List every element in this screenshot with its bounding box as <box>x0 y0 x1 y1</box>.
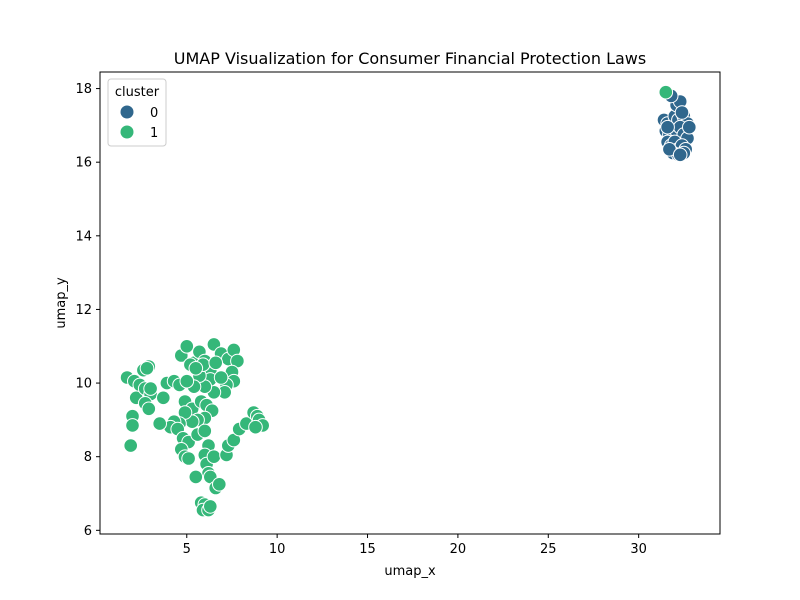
scatter-point-cluster-1 <box>203 499 218 514</box>
x-tick-label: 5 <box>183 542 191 557</box>
x-tick-label: 10 <box>269 542 286 557</box>
legend: cluster 0 1 <box>107 78 167 147</box>
scatter-point-cluster-0 <box>674 105 690 120</box>
scatter-point-cluster-0 <box>682 119 697 135</box>
scatter-point-cluster-1 <box>213 370 229 385</box>
y-tick-label: 12 <box>75 303 92 318</box>
scatter-point-cluster-1 <box>125 418 140 433</box>
y-tick-label: 18 <box>75 82 92 97</box>
scatter-point-cluster-1 <box>143 381 158 396</box>
y-axis-label: umap_y <box>54 277 69 329</box>
scatter-point-cluster-1 <box>197 423 213 439</box>
y-tick-label: 16 <box>75 156 92 171</box>
scatter-point-cluster-1 <box>188 469 204 485</box>
y-tick-label: 10 <box>75 377 92 392</box>
x-tick-label: 30 <box>630 542 647 557</box>
chart-title: UMAP Visualization for Consumer Financia… <box>174 49 646 68</box>
y-axis-ticks: 6 8 10 12 14 16 18 <box>75 82 100 539</box>
scatter-point-cluster-1 <box>179 373 195 389</box>
scatter-point-cluster-1 <box>206 449 222 465</box>
y-tick-label: 8 <box>84 450 92 465</box>
scatter-point-cluster-1 <box>141 401 157 417</box>
x-tick-label: 20 <box>450 542 467 557</box>
points-layer <box>119 84 697 518</box>
scatter-point-cluster-1 <box>212 477 227 492</box>
scatter-point-cluster-1 <box>658 84 674 100</box>
x-axis-label: umap_x <box>384 564 436 579</box>
scatter-point-cluster-1 <box>181 451 196 466</box>
x-tick-label: 15 <box>359 542 376 557</box>
legend-title: cluster <box>115 85 160 100</box>
scatter-point-cluster-1 <box>179 339 195 354</box>
scatter-point-cluster-1 <box>139 361 155 376</box>
x-axis-ticks: 5 10 15 20 25 30 <box>183 534 647 557</box>
y-tick-label: 6 <box>84 524 92 539</box>
y-tick-label: 14 <box>75 229 92 244</box>
legend-label-cluster-1: 1 <box>150 126 158 141</box>
plot-frame <box>99 71 721 535</box>
plot-area <box>99 71 721 535</box>
scatter-point-cluster-1 <box>248 419 263 435</box>
x-tick-label: 25 <box>540 542 557 557</box>
scatter-point-cluster-0 <box>672 147 688 163</box>
legend-marker-cluster-0 <box>120 105 134 119</box>
scatter-point-cluster-1 <box>123 438 138 453</box>
scatter-point-cluster-1 <box>188 361 204 376</box>
scatter-point-cluster-0 <box>660 119 675 135</box>
legend-marker-cluster-1 <box>120 125 134 139</box>
legend-label-cluster-0: 0 <box>150 106 158 121</box>
scatter-point-cluster-1 <box>208 355 223 371</box>
scatter-point-cluster-1 <box>152 416 167 431</box>
scatter-point-cluster-1 <box>156 390 171 406</box>
